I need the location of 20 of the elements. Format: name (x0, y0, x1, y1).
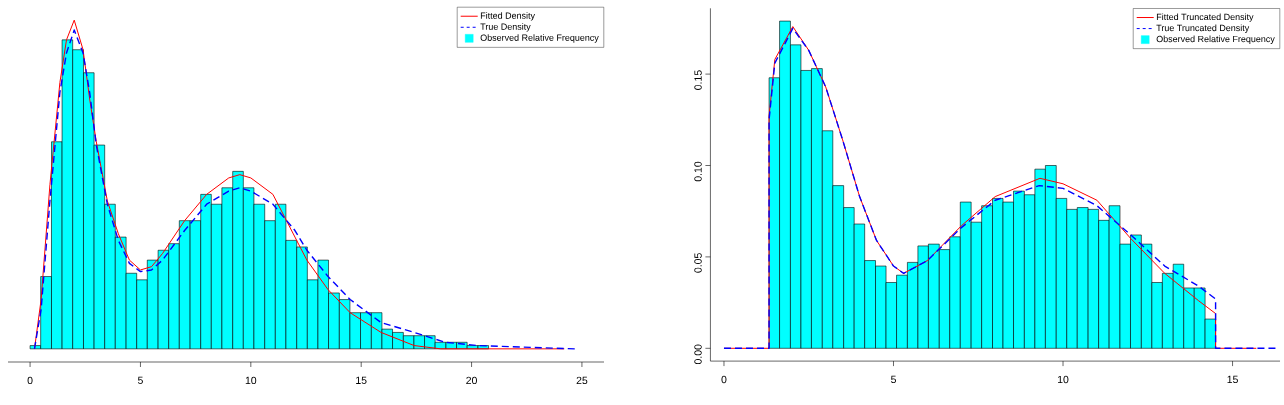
x-tick-label: 25 (576, 376, 588, 385)
y-tick-label: 0.05 (694, 253, 702, 273)
y-tick-label: 0.10 (694, 161, 702, 182)
y-tick-label: 0.00 (694, 344, 702, 365)
x-tick-label: 10 (1058, 375, 1069, 384)
x-tick-label: 5 (891, 375, 896, 384)
legend-label: Fitted Density (480, 12, 535, 21)
x-tick-label: 20 (466, 376, 477, 385)
x-tick-label: 15 (356, 376, 367, 384)
x-tick-label: 10 (245, 376, 257, 385)
legend-label: True Truncated Density (1156, 24, 1250, 33)
legend-label: Fitted Truncated Density (1156, 13, 1254, 22)
x-tick-label: 5 (137, 376, 143, 384)
y-tick-label: 0.15 (694, 70, 702, 90)
legend-label: Observed Relative Frequency (480, 34, 599, 43)
legend-label: True Density (480, 23, 531, 32)
x-tick-label: 15 (1227, 375, 1238, 384)
x-tick-label: 0 (721, 375, 727, 384)
legend-label: Observed Relative Frequency (1156, 35, 1275, 44)
x-tick-label: 0 (27, 376, 33, 385)
